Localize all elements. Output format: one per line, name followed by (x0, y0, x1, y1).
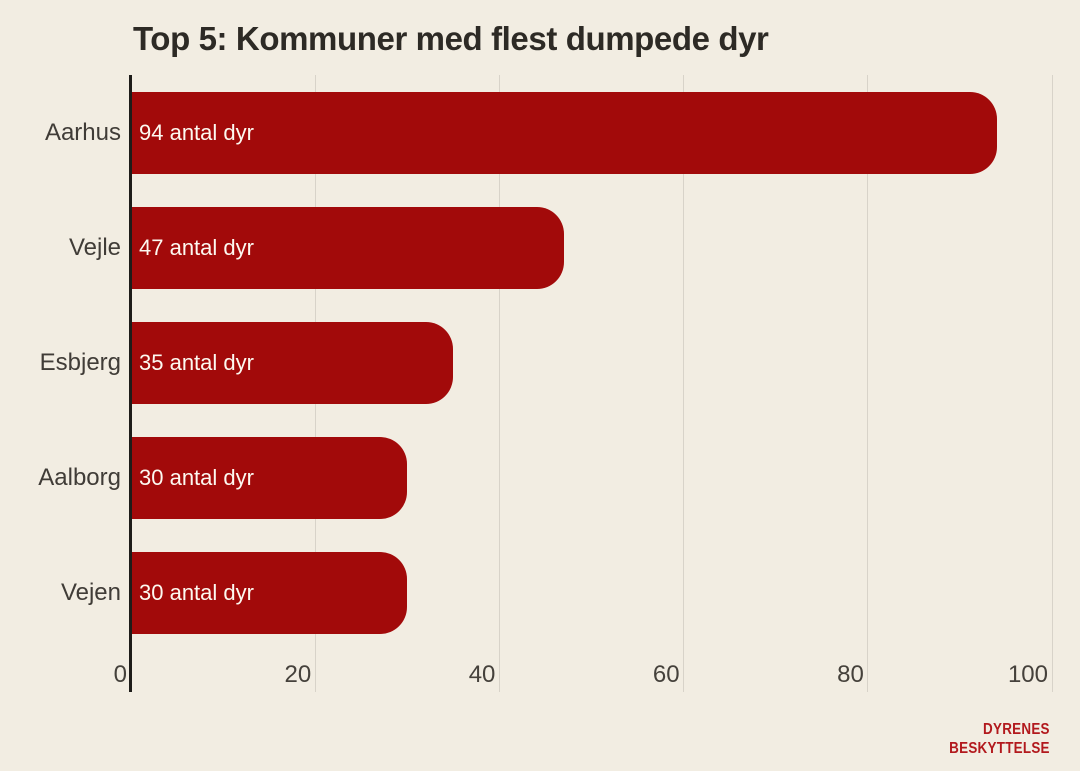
bar-value-label: 30 antal dyr (139, 580, 254, 605)
y-axis-line (129, 75, 132, 692)
plot-area: 0 20 40 60 80 100 Aarhus 94 antal dyr Vejle 47 an… (38, 75, 1053, 692)
gridline (683, 75, 685, 692)
bar: 30 antal dyr (131, 552, 408, 634)
bar: 47 antal dyr (131, 207, 564, 289)
bar-value-label: 35 antal dyr (139, 350, 254, 375)
category-label: Vejle (68, 234, 121, 261)
x-tick-label: 0 (113, 661, 127, 688)
gridline (1051, 75, 1053, 692)
bar: 94 antal dyr (131, 92, 997, 174)
brand-logo-line2: BESKYTTELSE (949, 740, 1050, 757)
x-tick-label: 60 (652, 661, 680, 688)
brand-logo-line1: DYRENES (983, 721, 1050, 738)
gridline (498, 75, 500, 692)
gridline (867, 75, 869, 692)
bar: 30 antal dyr (131, 437, 408, 519)
x-tick-label: 100 (1007, 661, 1048, 688)
category-label: Aarhus (44, 119, 121, 146)
bar-value-label: 30 antal dyr (139, 465, 254, 490)
bar: 35 antal dyr (131, 322, 454, 404)
category-label: Vejen (60, 579, 121, 606)
category-label: Esbjerg (39, 349, 121, 376)
bar-value-label: 94 antal dyr (139, 120, 254, 145)
chart-title: Top 5: Kommuner med flest dumpede dyr (133, 20, 769, 57)
bar-value-label: 47 antal dyr (139, 235, 254, 260)
brand-logo: DYRENES BESKYTTELSE (949, 720, 1050, 758)
x-tick-label: 80 (837, 661, 864, 688)
category-label: Aalborg (38, 464, 121, 491)
x-tick-label: 20 (284, 661, 312, 688)
x-tick-label: 40 (468, 661, 496, 688)
